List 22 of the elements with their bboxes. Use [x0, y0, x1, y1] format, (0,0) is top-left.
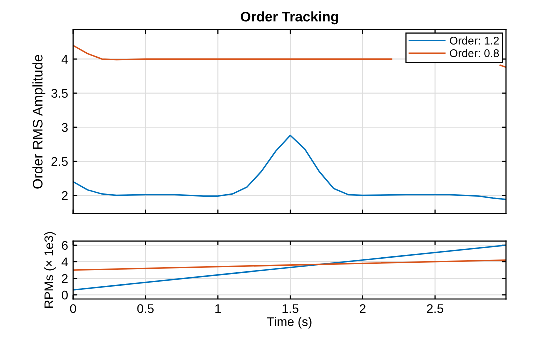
y-tick-label: 2.5: [52, 157, 68, 166]
line-series: [73, 134, 506, 200]
x-tick-label: 0.5: [138, 304, 154, 314]
y-tick-label: 2: [62, 274, 68, 284]
legend-label: Order: 1.2: [450, 36, 500, 45]
y-tick-label: 6: [62, 241, 68, 250]
x-tick-label: 1.5: [282, 304, 299, 314]
x-tick-label: 0: [70, 304, 76, 314]
x-tick-label: 2: [360, 304, 366, 314]
y-tick-label: 3: [62, 123, 68, 132]
y-axis-title: Order RMS Amplitude: [32, 55, 46, 189]
x-tick-label: 1: [216, 304, 221, 314]
chart-title: Order Tracking: [240, 12, 338, 25]
y-tick-label: 4: [62, 258, 68, 267]
legend-label: Order: 0.8: [450, 49, 500, 58]
x-tick-label: 2.5: [427, 304, 444, 314]
y-axis-title: RPMs (× 1e3): [44, 232, 56, 308]
x-axis-title: Time (s): [267, 317, 312, 329]
y-tick-label: 3.5: [52, 89, 68, 98]
y-tick-label: 0: [62, 290, 68, 300]
y-tick-label: 2: [62, 191, 68, 200]
y-tick-label: 4: [62, 55, 68, 64]
